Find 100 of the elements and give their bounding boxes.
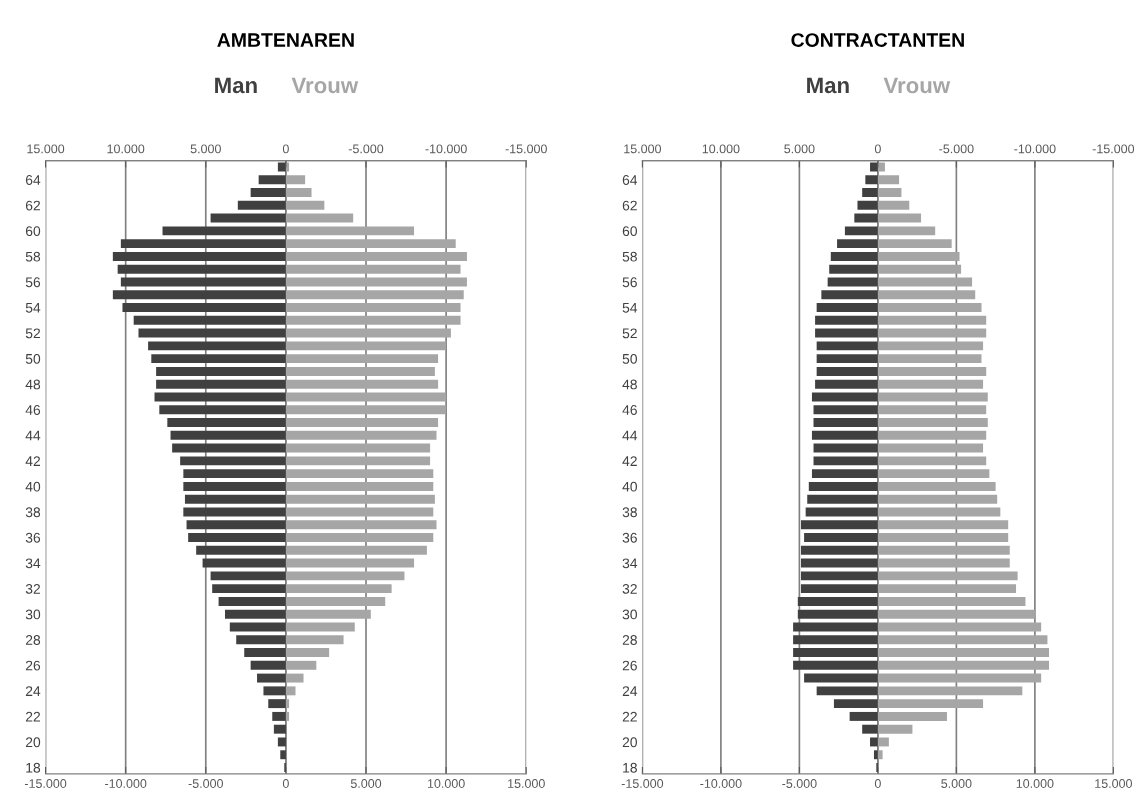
y-tick-label: 34 (622, 558, 638, 569)
bar (877, 264, 962, 274)
x2-tick-label: -10.000 (425, 144, 467, 154)
bar (877, 239, 952, 249)
x-tick-label: -5.000 (188, 779, 224, 788)
y-tick-label: 26 (622, 660, 637, 671)
bar (877, 545, 1010, 555)
y-tick-label: 38 (622, 507, 637, 518)
bar (285, 175, 306, 185)
bar (202, 558, 286, 568)
bar (877, 686, 1023, 696)
y-tick-label: 26 (25, 660, 41, 671)
y-tick-label: 18 (26, 762, 41, 773)
y-tick-label: 40 (622, 481, 637, 492)
bar (285, 469, 434, 479)
text: Man (807, 77, 849, 94)
bar (877, 673, 1042, 683)
y-tick-label: 42 (622, 456, 637, 466)
bar (807, 494, 878, 504)
bar (797, 596, 878, 606)
bar (285, 584, 392, 594)
y-tick-label: 50 (25, 353, 41, 364)
y-tick-label: 24 (25, 686, 41, 696)
bar (877, 481, 996, 491)
x2-tick-label: 5.000 (784, 144, 815, 154)
x-tick-label: -15.000 (24, 779, 67, 788)
bar (816, 686, 878, 696)
bar (285, 328, 451, 338)
x2-tick-label: 10.000 (107, 144, 145, 154)
y-tick-label: 18 (623, 762, 637, 773)
y-tick-label: 44 (25, 430, 41, 441)
bar (877, 609, 1035, 619)
y-tick-label: 62 (25, 200, 40, 211)
bar (225, 609, 286, 619)
bar (877, 533, 1009, 542)
bar (877, 315, 987, 325)
bar (244, 648, 286, 657)
y-tick-label: 32 (25, 583, 40, 594)
y-tick-label: 36 (622, 532, 637, 543)
bar (808, 481, 878, 491)
bar (277, 737, 286, 747)
bar (257, 673, 286, 683)
y-tick-label: 32 (622, 583, 637, 594)
y-tick-label: 64 (25, 175, 41, 185)
bar (877, 418, 988, 427)
bar (800, 584, 878, 594)
bar (877, 571, 1018, 581)
x2-tick-label: 15.000 (27, 144, 65, 154)
chart-title: CONTRACTANTEN (791, 33, 964, 47)
x2-tick-label: -15.000 (505, 144, 547, 154)
y-tick-label: 64 (622, 175, 638, 185)
text: Man (215, 77, 257, 94)
bar (849, 711, 878, 721)
bar (877, 622, 1042, 632)
bar (236, 635, 286, 645)
bar (285, 481, 434, 491)
bar (188, 533, 286, 542)
bar (804, 673, 878, 683)
bar (800, 558, 878, 568)
bar (877, 443, 984, 453)
bar (196, 545, 286, 555)
bar (133, 315, 286, 325)
y-tick-label: 46 (25, 405, 41, 415)
y-tick-label: 60 (25, 226, 41, 237)
bar (285, 443, 431, 453)
bar (285, 290, 464, 300)
bar (159, 405, 286, 415)
bar (285, 341, 447, 351)
y-tick-label: 56 (25, 277, 41, 288)
bar (793, 660, 878, 670)
y-tick-label: 40 (25, 481, 41, 492)
y-tick-label: 52 (25, 328, 40, 339)
bar (285, 545, 427, 555)
bar (816, 341, 878, 351)
bar (870, 737, 878, 747)
text: Vrouw (883, 77, 951, 94)
bar (186, 520, 286, 530)
y-tick-label: 54 (25, 303, 41, 313)
bar (813, 456, 878, 466)
bar (877, 584, 1017, 594)
bar (800, 545, 878, 555)
bar (285, 213, 354, 223)
x2-tick-label: -5.000 (939, 144, 974, 154)
y-tick-label: 46 (622, 405, 637, 415)
x-tick-label: -5.000 (782, 779, 817, 788)
bar (877, 711, 947, 721)
x2-tick-label: 15.000 (624, 144, 662, 154)
bar (877, 328, 987, 338)
x2-tick-label: -15.000 (1092, 144, 1135, 154)
bar (877, 290, 976, 300)
bar (804, 533, 878, 542)
y-tick-label: 30 (622, 609, 637, 620)
bar (285, 622, 355, 632)
bar (117, 264, 286, 274)
y-tick-label: 58 (622, 251, 637, 262)
bar (800, 520, 878, 530)
y-tick-label: 28 (622, 635, 637, 645)
bar (877, 354, 982, 364)
y-tick-label: 48 (622, 379, 637, 390)
bar (816, 303, 878, 313)
